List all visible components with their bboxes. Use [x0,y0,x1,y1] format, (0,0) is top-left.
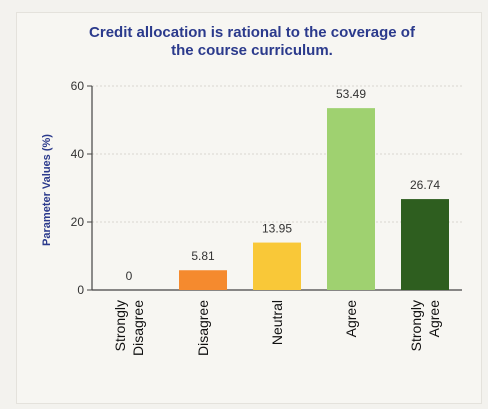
bars [179,108,449,290]
chart-title-line: the course curriculum. [171,42,333,59]
y-tick-label: 40 [71,147,85,161]
bar [253,242,301,290]
y-tick-label: 0 [77,283,84,297]
chart-title: Credit allocation is rational to the cov… [89,24,416,59]
chart-title-line: Credit allocation is rational to the cov… [89,24,416,41]
category-label: Neutral [269,300,285,345]
bar [401,199,449,290]
category-label: Disagree [195,300,211,356]
y-tick-label: 20 [71,215,85,229]
gridlines [92,85,462,223]
data-labels: 0 5.81 13.95 53.49 26.74 [126,87,441,283]
y-axis-title: Parameter Values (%) [41,134,53,246]
category-label: Agree [426,300,442,338]
category-labels: Strongly Disagree Disagree Neutral Agree Stro… [112,300,442,356]
category-label: Agree [343,300,359,338]
y-tick-label: 60 [71,79,85,93]
bar [327,108,375,290]
category-label: Disagree [130,300,146,356]
data-label: 5.81 [191,249,215,263]
data-label: 53.49 [336,87,366,101]
data-label: 13.95 [262,222,292,236]
category-label: Strongly [408,300,424,351]
data-label: 0 [126,269,133,283]
data-label: 26.74 [410,178,440,192]
bar [179,270,227,290]
category-label: Strongly [112,300,128,351]
